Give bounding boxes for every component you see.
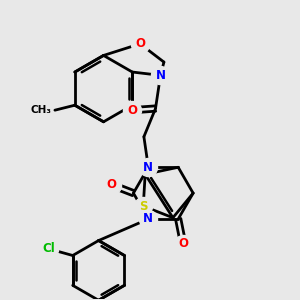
Text: CH₃: CH₃: [31, 105, 52, 115]
Text: O: O: [178, 237, 188, 250]
Text: N: N: [143, 212, 153, 226]
Text: N: N: [143, 161, 153, 174]
Text: Cl: Cl: [42, 242, 55, 255]
Text: S: S: [139, 200, 148, 213]
Text: N: N: [155, 69, 166, 82]
Text: O: O: [135, 37, 145, 50]
Text: O: O: [107, 178, 117, 191]
Text: O: O: [127, 104, 137, 117]
